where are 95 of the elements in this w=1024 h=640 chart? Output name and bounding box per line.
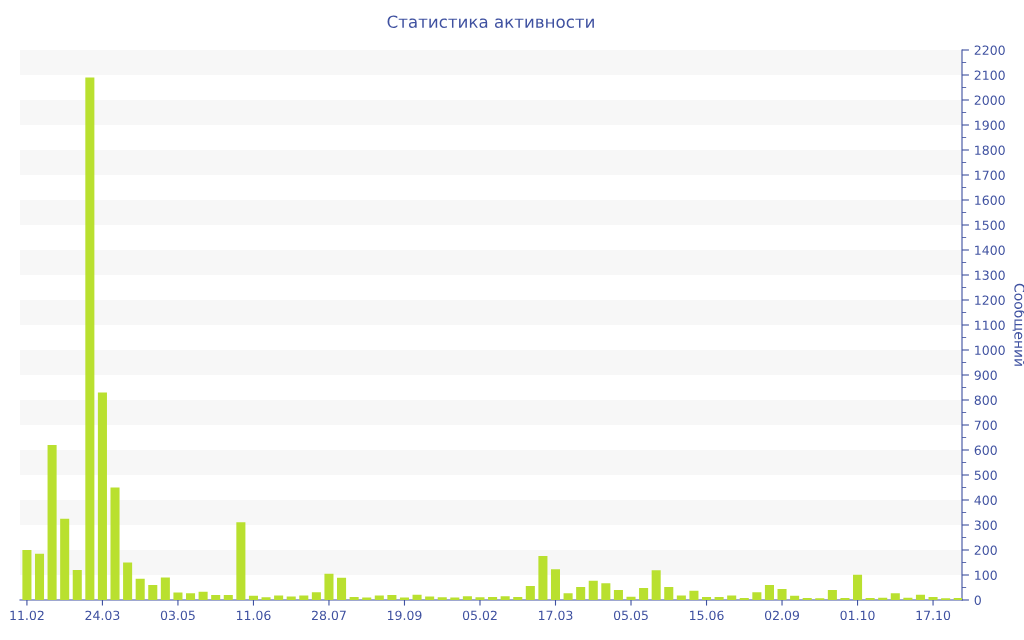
bar (827, 590, 837, 600)
bar (500, 596, 510, 600)
bar (198, 591, 208, 600)
y-tick-label: 1900 (975, 120, 1005, 130)
bar (626, 596, 636, 600)
bar (311, 592, 321, 600)
bar (538, 556, 548, 600)
x-tick-label: 24.03 (85, 610, 120, 621)
x-tick-label: 11.02 (10, 610, 44, 621)
bar (186, 593, 196, 600)
bar (110, 487, 120, 600)
bar (563, 593, 573, 600)
bar (752, 592, 762, 600)
bar (22, 550, 32, 600)
bar (135, 578, 145, 600)
bar (588, 580, 598, 600)
y-tick-label: 200 (974, 545, 997, 555)
y-tick-label: 1400 (975, 245, 1005, 255)
bar (664, 587, 674, 600)
bar (412, 594, 422, 600)
bar (160, 577, 170, 600)
bar (211, 595, 221, 600)
bar (173, 592, 183, 600)
bar (148, 585, 158, 600)
y-tick-label: 100 (975, 570, 997, 580)
bar (47, 445, 57, 600)
bar (853, 574, 863, 600)
bar (714, 597, 724, 600)
bar (97, 392, 107, 600)
bar (387, 595, 397, 600)
y-tick-label: 1800 (975, 145, 1005, 155)
bar (60, 518, 70, 600)
bar (639, 588, 649, 600)
bar (248, 595, 258, 600)
bar (462, 596, 472, 600)
bar (790, 595, 800, 600)
bar (236, 522, 246, 600)
x-tick-label: 03.05 (160, 610, 195, 621)
y-tick-label: 800 (974, 395, 997, 405)
bar (651, 570, 661, 600)
y-tick-label: 2200 (974, 45, 1005, 55)
y-tick-label: 1000 (975, 345, 1005, 355)
bar (437, 597, 447, 600)
bar (613, 590, 623, 600)
y-tick-label: 1700 (975, 170, 1005, 180)
bar (337, 577, 347, 600)
y-tick-label: 600 (974, 445, 997, 455)
x-tick-label: 15.06 (690, 610, 724, 621)
y-tick-label: 1300 (975, 270, 1005, 280)
y-tick-label: 1600 (975, 195, 1005, 205)
bar (123, 562, 133, 600)
bar (928, 597, 938, 600)
y-tick-label: 2000 (974, 95, 1005, 105)
bar (349, 597, 359, 600)
x-tick-label: 19.09 (387, 610, 422, 621)
bar (72, 570, 82, 600)
bar (903, 597, 913, 600)
bar (488, 597, 498, 600)
y-tick-label: 300 (974, 520, 997, 530)
bar (689, 590, 699, 600)
x-tick-label: 02.09 (764, 610, 800, 621)
y-tick-label: 700 (974, 420, 997, 430)
y-tick-label: 0 (974, 595, 981, 605)
bar (701, 597, 712, 600)
x-tick-label: 05.05 (613, 610, 648, 621)
x-tick-label: 28.07 (311, 610, 346, 621)
bar (777, 589, 787, 600)
bar (550, 569, 561, 600)
x-tick-label: 17.10 (916, 610, 951, 621)
bar (764, 585, 774, 600)
bar (324, 573, 334, 600)
bar (85, 77, 95, 600)
y-tick-label: 1500 (975, 220, 1005, 230)
bar (513, 597, 523, 600)
bar (261, 597, 271, 600)
y-tick-label: 400 (974, 495, 997, 505)
bar (525, 586, 535, 600)
y-tick-label: 1100 (975, 320, 1005, 330)
bar (34, 553, 45, 600)
bar (601, 583, 611, 600)
bar (878, 597, 888, 600)
x-tick-label: 05.02 (462, 610, 497, 621)
y-tick-label: 2100 (974, 70, 1005, 80)
y-tick-label: 1200 (975, 295, 1005, 305)
bar (915, 594, 925, 600)
x-tick-label: 01.10 (840, 610, 875, 621)
y-tick-label: 500 (974, 470, 997, 480)
chart-title: Статистика активности (387, 15, 594, 29)
bar (576, 587, 586, 600)
x-tick-label: 11.06 (236, 610, 271, 621)
bar (223, 595, 233, 600)
x-tick-label: 17.03 (538, 610, 573, 621)
bar (890, 593, 900, 600)
y-tick-label: 900 (974, 370, 997, 380)
bar (475, 597, 485, 600)
